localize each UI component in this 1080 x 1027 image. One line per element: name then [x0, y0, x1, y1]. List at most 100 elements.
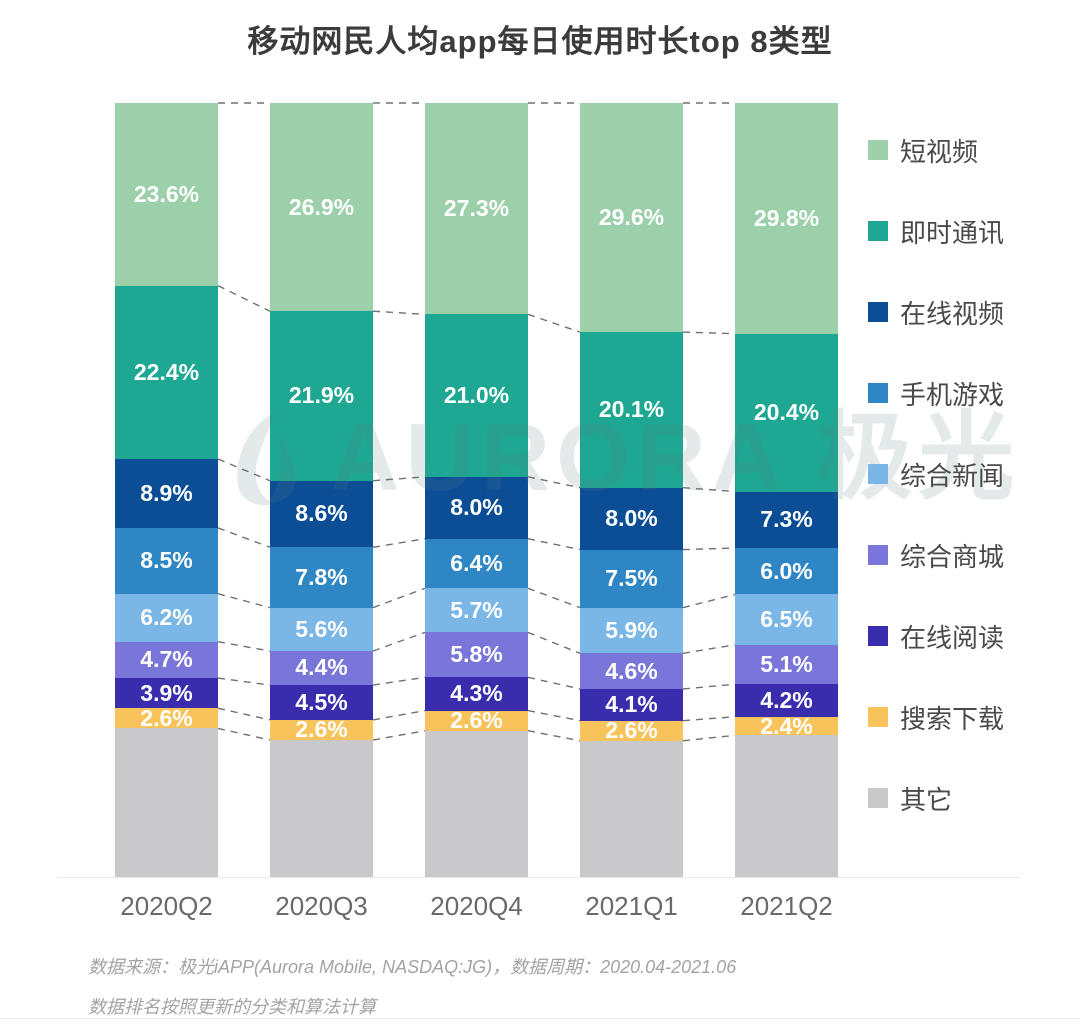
segment-value-label: 4.6%: [605, 657, 658, 684]
legend-swatch-search-download: [868, 707, 888, 727]
bar-2021Q1: 29.6% 20.1% 8.0% 7.5% 5.9% 4.6% 4.1% 2.6%: [580, 103, 683, 877]
segment-value-label: 21.9%: [288, 382, 355, 409]
chart-legend: 短视频即时通讯在线视频手机游戏综合新闻综合商城在线阅读搜索下载其它: [868, 135, 1005, 815]
legend-swatch-shopping-mall: [868, 545, 888, 565]
bar-segment-online-video: 8.0%: [425, 476, 528, 539]
bar-segment-search-download: 2.4%: [735, 712, 838, 739]
legend-label: 在线阅读: [900, 622, 1005, 653]
legend-item-search-download: 搜索下载: [868, 702, 1004, 734]
legend-item-others: 其它: [868, 783, 1004, 815]
legend-swatch-others: [868, 788, 888, 808]
bar-segment-mobile-games: 7.5%: [580, 549, 683, 608]
bar-2020Q2: 23.6% 22.4% 8.9% 8.5% 6.2% 4.7% 3.9% 2.6%: [115, 103, 218, 877]
bar-segment-online-reading: 3.9%: [115, 678, 218, 709]
bar-segment-instant-messaging: 20.1%: [580, 332, 683, 488]
segment-value-label: 20.4%: [753, 399, 820, 426]
bar-segment-shopping-mall: 5.1%: [735, 644, 838, 685]
bottom-divider: [0, 1018, 1080, 1019]
bar-segment-short-video: 29.6%: [580, 103, 683, 333]
bar-segment-mobile-games: 7.8%: [270, 547, 373, 608]
segment-value-label: 2.6%: [295, 716, 348, 743]
bar-segment-online-reading: 4.3%: [425, 677, 528, 711]
bar-segment-others: [735, 735, 838, 877]
segment-value-label: 5.6%: [295, 615, 348, 642]
segment-value-label: 5.8%: [450, 641, 503, 668]
bar-segment-short-video: 23.6%: [115, 103, 218, 286]
segment-value-label: 2.6%: [450, 707, 503, 734]
segment-value-label: 7.8%: [295, 563, 348, 590]
legend-item-shopping-mall: 综合商城: [868, 540, 1004, 572]
segment-value-label: 23.6%: [133, 180, 200, 207]
bar-segment-search-download: 2.6%: [425, 707, 528, 734]
footer-source-line: 数据来源：极光iAPP(Aurora Mobile, NASDAQ:JG)，数据…: [88, 957, 737, 977]
x-axis-label: 2020Q4: [430, 891, 523, 921]
bar-segment-online-video: 8.0%: [580, 487, 683, 550]
bar-segment-others: [115, 728, 218, 877]
chart-footer: 数据来源：极光iAPP(Aurora Mobile, NASDAQ:JG)，数据…: [88, 948, 736, 1027]
legend-swatch-short-video: [868, 140, 888, 160]
segment-value-label: 29.8%: [753, 204, 820, 231]
legend-swatch-mobile-games: [868, 383, 888, 403]
bar-2021Q2: 29.8% 20.4% 7.3% 6.0% 6.5% 5.1% 4.2% 2.4%: [735, 103, 838, 877]
segment-value-label: 6.2%: [140, 604, 193, 631]
bar-segment-shopping-mall: 5.8%: [425, 632, 528, 678]
bar-segment-shopping-mall: 4.4%: [270, 650, 373, 686]
x-axis-baseline: [58, 877, 1020, 878]
segment-value-label: 7.5%: [605, 565, 658, 592]
bar-segment-shopping-mall: 4.6%: [580, 653, 683, 689]
legend-item-instant-messaging: 即时通讯: [868, 216, 1004, 248]
legend-label: 搜索下载: [900, 703, 1005, 734]
legend-label: 手机游戏: [900, 379, 1005, 410]
bar-segment-news: 5.7%: [425, 588, 528, 633]
bar-2020Q4: 27.3% 21.0% 8.0% 6.4% 5.7% 5.8% 4.3% 2.6%: [425, 103, 528, 877]
legend-item-short-video: 短视频: [868, 135, 1004, 167]
footer-note-line: 数据排名按照更新的分类和算法计算: [88, 996, 376, 1017]
segment-value-label: 4.7%: [140, 646, 193, 673]
bar-segment-instant-messaging: 21.9%: [270, 311, 373, 481]
segment-value-label: 8.5%: [140, 547, 193, 574]
segment-value-label: 3.9%: [140, 679, 193, 706]
segment-value-label: 27.3%: [443, 195, 510, 222]
bar-segment-online-reading: 4.2%: [735, 684, 838, 717]
legend-swatch-online-video: [868, 302, 888, 322]
bar-segment-online-video: 8.6%: [270, 480, 373, 548]
segment-value-label: 8.0%: [450, 494, 503, 521]
bar-segment-shopping-mall: 4.7%: [115, 641, 218, 679]
legend-swatch-online-reading: [868, 626, 888, 646]
bar-segment-news: 5.9%: [580, 607, 683, 654]
bar-segment-mobile-games: 6.0%: [735, 548, 838, 595]
segment-value-label: 5.7%: [450, 596, 503, 623]
x-axis-label: 2021Q2: [740, 891, 833, 921]
bar-segment-instant-messaging: 20.4%: [735, 333, 838, 492]
legend-item-news: 综合新闻: [868, 459, 1004, 491]
legend-label: 综合商城: [900, 541, 1005, 572]
legend-item-online-reading: 在线阅读: [868, 621, 1004, 653]
bar-segment-others: [425, 730, 528, 877]
legend-label: 短视频: [900, 136, 979, 167]
segment-value-label: 22.4%: [133, 358, 200, 385]
segment-value-label: 6.4%: [450, 550, 503, 576]
segment-value-label: 21.0%: [443, 382, 510, 409]
bar-segment-search-download: 2.6%: [115, 706, 218, 729]
segment-value-label: 6.5%: [760, 606, 813, 633]
bar-segment-news: 6.2%: [115, 593, 218, 642]
legend-label: 综合新闻: [900, 460, 1005, 491]
bar-segment-instant-messaging: 22.4%: [115, 285, 218, 460]
segment-value-label: 2.4%: [760, 712, 813, 739]
bar-segment-others: [580, 740, 683, 877]
segment-value-label: 4.3%: [450, 680, 503, 707]
legend-item-mobile-games: 手机游戏: [868, 378, 1004, 410]
legend-swatch-instant-messaging: [868, 221, 888, 241]
segment-value-label: 5.1%: [760, 651, 813, 677]
bar-segment-online-reading: 4.5%: [270, 685, 373, 720]
x-axis-label: 2020Q3: [275, 891, 368, 921]
bar-segment-search-download: 2.6%: [270, 716, 373, 743]
segment-value-label: 29.6%: [598, 204, 665, 231]
legend-label: 在线视频: [900, 298, 1005, 329]
bar-segment-instant-messaging: 21.0%: [425, 314, 528, 477]
bar-segment-online-reading: 4.1%: [580, 688, 683, 721]
